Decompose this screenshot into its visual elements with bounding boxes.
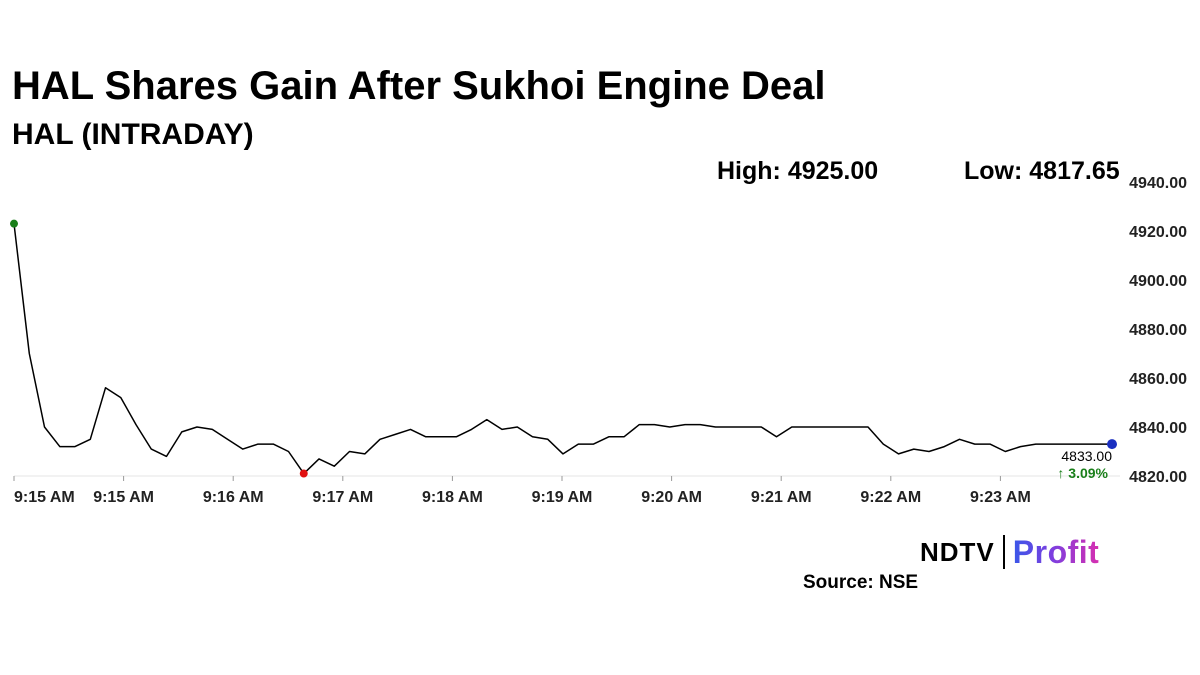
- x-tick-label: 9:18 AM: [422, 489, 483, 506]
- x-tick-label: 9:23 AM: [970, 489, 1031, 506]
- y-tick-label: 4920.00: [1129, 224, 1187, 241]
- brand-ndtv: NDTV: [920, 536, 995, 567]
- change-percent-label: ↑ 3.09%: [1057, 465, 1108, 481]
- high-value: High: 4925.00: [717, 157, 879, 185]
- chart-subtitle: HAL (INTRADAY): [12, 118, 254, 151]
- last-value-label: 4833.00: [1061, 448, 1112, 464]
- last-point-marker: [1107, 439, 1117, 450]
- low-value: Low: 4817.65: [964, 157, 1120, 185]
- y-tick-label: 4880.00: [1129, 322, 1187, 339]
- x-tick-label: 9:22 AM: [860, 489, 921, 506]
- x-tick-label: 9:17 AM: [312, 489, 373, 506]
- source-note: Source: NSE: [803, 572, 919, 593]
- low-point-marker: [299, 469, 308, 478]
- y-tick-label: 4860.00: [1129, 371, 1187, 388]
- brand-profit: Profit: [1012, 533, 1100, 570]
- x-tick-label: 9:19 AM: [532, 489, 593, 506]
- x-tick-label: 9:15 AM: [93, 489, 154, 506]
- y-tick-label: 4900.00: [1129, 273, 1187, 290]
- x-tick-label: 9:21 AM: [751, 489, 812, 506]
- price-line: [13, 223, 1112, 475]
- y-tick-label: 4840.00: [1129, 420, 1187, 437]
- ndtv-profit-logo: NDTV Profit: [920, 534, 1099, 570]
- high-point-marker: [10, 219, 18, 228]
- y-tick-label: 4820.00: [1129, 469, 1187, 486]
- x-tick-label: 9:20 AM: [641, 489, 702, 506]
- y-tick-label: 4940.00: [1129, 175, 1187, 192]
- x-tick-label: 9:15 AM: [14, 489, 75, 506]
- brand-separator: [1002, 535, 1005, 569]
- x-tick-label: 9:16 AM: [203, 489, 264, 506]
- chart-title: HAL Shares Gain After Sukhoi Engine Deal: [12, 64, 826, 108]
